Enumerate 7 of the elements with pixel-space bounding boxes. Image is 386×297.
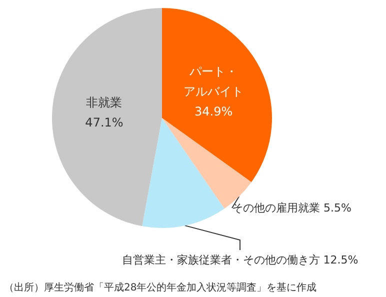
slice-label: 非就業 bbox=[86, 96, 122, 110]
data-label: 34.9% bbox=[194, 104, 233, 119]
data-label: 47.1% bbox=[85, 116, 124, 130]
slice-label: パート・アルバイト bbox=[184, 64, 244, 99]
text: （出所）厚生労働省「平成28年公的年金加入状況等調査」を基に作成 bbox=[4, 282, 317, 294]
slice-label: その他の雇用就業 5.5% bbox=[232, 202, 352, 214]
slice-label: 自営業主・家族従業者・その他の働き方 12.5% bbox=[122, 254, 358, 266]
